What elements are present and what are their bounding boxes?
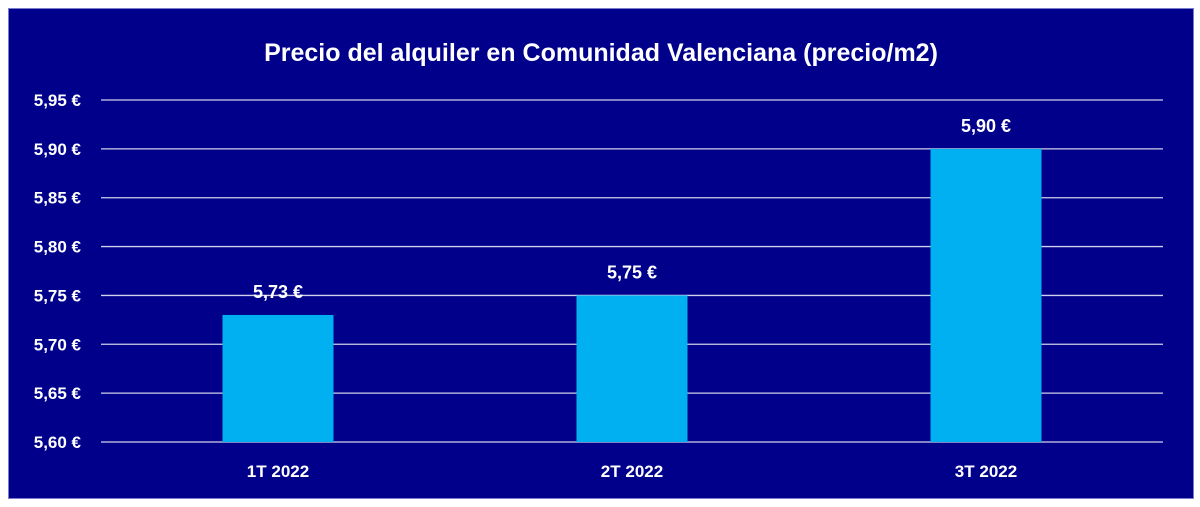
y-tick-label: 5,90 € xyxy=(34,140,82,159)
bar xyxy=(576,295,688,442)
y-tick-label: 5,70 € xyxy=(34,335,82,354)
y-tick-label: 5,65 € xyxy=(34,384,82,403)
data-labels: 5,73 € 5,75 € 5,90 € xyxy=(253,116,1011,302)
x-tick-label: 2T 2022 xyxy=(601,462,663,481)
y-tick-label: 5,75 € xyxy=(34,286,82,305)
bar xyxy=(222,314,334,442)
y-tick-label: 5,85 € xyxy=(34,189,82,208)
bar xyxy=(930,148,1042,442)
y-axis-tick-labels: 5,60 € 5,65 € 5,70 € 5,75 € 5,80 € 5,85 € 5,90… xyxy=(34,91,82,452)
data-label: 5,75 € xyxy=(607,262,657,282)
chart-container: Precio del alquiler en Comunidad Valenci… xyxy=(8,8,1194,499)
x-tick-label: 3T 2022 xyxy=(955,462,1017,481)
data-label: 5,90 € xyxy=(961,116,1011,136)
chart-title: Precio del alquiler en Comunidad Valenci… xyxy=(264,39,938,67)
bars xyxy=(222,148,1042,442)
bar-chart: Precio del alquiler en Comunidad Valenci… xyxy=(34,39,1163,481)
y-tick-label: 5,80 € xyxy=(34,238,82,257)
y-tick-label: 5,60 € xyxy=(34,433,82,452)
data-label: 5,73 € xyxy=(253,282,303,302)
x-tick-label: 1T 2022 xyxy=(247,462,309,481)
y-tick-label: 5,95 € xyxy=(34,91,82,110)
x-axis-tick-labels: 1T 2022 2T 2022 3T 2022 xyxy=(247,462,1017,481)
